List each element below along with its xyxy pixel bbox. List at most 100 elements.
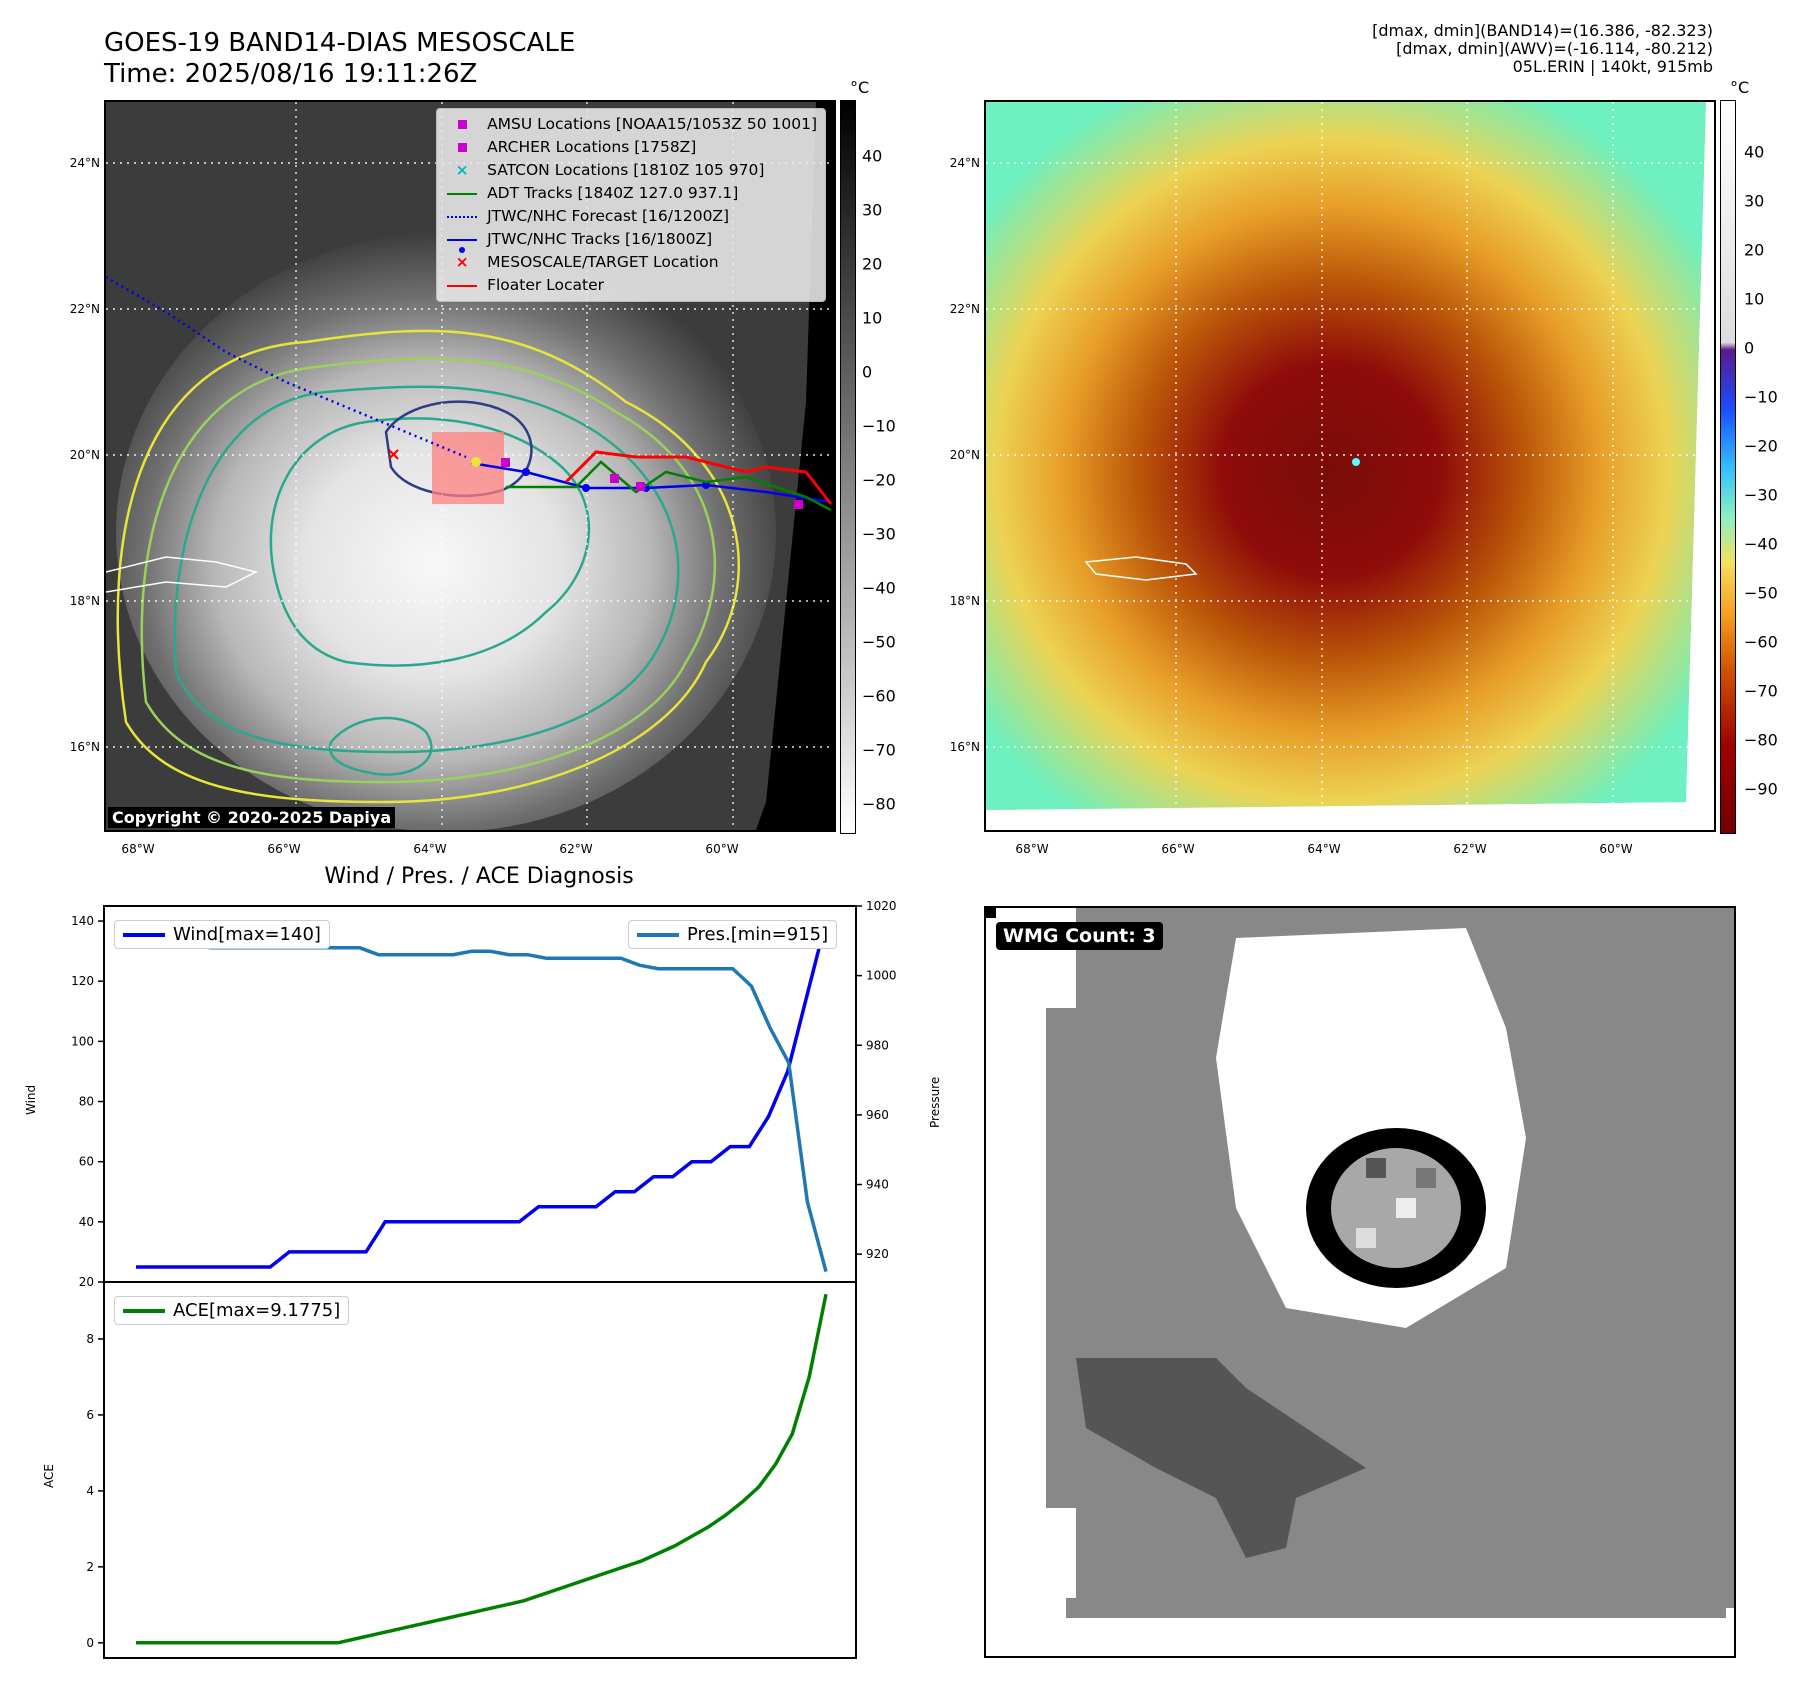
wind-axis-label: Wind xyxy=(24,1084,38,1115)
ace-tick-label: 0 xyxy=(86,1636,94,1650)
color-colorbar xyxy=(1720,100,1736,834)
color-colorbar-tick: −40 xyxy=(1744,534,1778,554)
ace-tick-label: 8 xyxy=(86,1332,94,1346)
wmg-count-label: WMG Count: 3 xyxy=(996,922,1163,950)
title-line-1: GOES-19 BAND14-DIAS MESOSCALE xyxy=(104,28,576,58)
pressure-tick-label: 1020 xyxy=(866,899,897,913)
gray-colorbar-tick: −80 xyxy=(862,794,896,814)
wind-legend: Wind[max=140] xyxy=(114,920,330,949)
ace-tick-label: 4 xyxy=(86,1484,94,1498)
floater-box xyxy=(432,432,504,504)
copyright-text: Copyright © 2020-2025 Dapiya xyxy=(108,807,396,828)
ace-series-line xyxy=(136,1293,828,1645)
lat-tick-label: 24°N xyxy=(69,156,100,170)
pressure-tick-label: 920 xyxy=(866,1247,889,1261)
color-colorbar-tick: 0 xyxy=(1744,338,1755,358)
pressure-tick-label: 940 xyxy=(866,1178,889,1192)
pressure-series-line xyxy=(136,921,828,1273)
lat-tick-label: 18°N xyxy=(949,594,980,608)
lon-tick-label: 62°W xyxy=(1453,842,1487,856)
ir-color-map xyxy=(984,100,1716,832)
color-colorbar-tick: −90 xyxy=(1744,779,1778,799)
svg-text:×: × xyxy=(386,444,401,465)
track-legend: AMSU Locations [NOAA15/1053Z 50 1001] AR… xyxy=(436,108,826,302)
diag-line-2: [dmax, dmin](AWV)=(-16.114, -80.212) xyxy=(1396,39,1713,58)
lon-tick-label: 66°W xyxy=(1161,842,1195,856)
legend-satcon: × SATCON Locations [1810Z 105 970] xyxy=(455,161,765,179)
ace-frame xyxy=(103,1281,857,1659)
color-colorbar-tick: −60 xyxy=(1744,632,1778,652)
legend-floater: Floater Locater xyxy=(445,274,817,297)
wind-series-line xyxy=(136,920,828,1269)
lat-tick-label: 16°N xyxy=(949,740,980,754)
pressure-legend: Pres.[min=915] xyxy=(628,920,838,949)
lon-tick-label: 66°W xyxy=(267,842,301,856)
lon-ticks-left: 68°W 66°W 64°W 62°W 60°W xyxy=(104,842,836,862)
lat-ticks-left: 24°N 22°N 20°N 18°N 16°N xyxy=(50,100,100,832)
legend-target: × MESOSCALE/TARGET Location xyxy=(455,253,719,271)
lat-tick-label: 22°N xyxy=(69,302,100,316)
legend-adt: ADT Tracks [1840Z 127.0 937.1] xyxy=(445,182,817,205)
pressure-axis-label: Pressure xyxy=(928,1076,942,1128)
color-colorbar-ticks: 40 30 20 10 0 −10 −20 −30 −40 −50 −60 −70 −80 −90 xyxy=(1744,100,1784,832)
color-colorbar-tick: 20 xyxy=(1744,240,1765,260)
wmg-imagery xyxy=(986,908,1734,1656)
lon-tick-label: 68°W xyxy=(121,842,155,856)
lon-tick-label: 68°W xyxy=(1015,842,1049,856)
gray-colorbar-tick: 30 xyxy=(862,200,883,220)
ace-tick-label: 2 xyxy=(86,1560,94,1574)
lon-tick-label: 60°W xyxy=(1599,842,1633,856)
ir-gray-map: × AMSU Locations [NOAA15/1053Z 50 1001] … xyxy=(104,100,836,832)
color-colorbar-tick: −20 xyxy=(1744,436,1778,456)
gray-colorbar-tick: −40 xyxy=(862,578,896,598)
wind-tick-label: 140 xyxy=(71,914,94,928)
diag-line-3: 05L.ERIN | 140kt, 915mb xyxy=(1512,57,1713,76)
title-line-2: Time: 2025/08/16 19:11:26Z xyxy=(104,59,478,89)
image-title: GOES-19 BAND14-DIAS MESOSCALE Time: 2025… xyxy=(104,28,575,90)
wind-tick-label: 80 xyxy=(79,1095,94,1109)
ace-legend: ACE[max=9.1775] xyxy=(114,1296,350,1325)
gray-colorbar-tick: −50 xyxy=(862,632,896,652)
wmg-panel: WMG Count: 3 xyxy=(984,906,1736,1658)
gray-colorbar-tick: 0 xyxy=(862,362,873,382)
ace-tick-label: 6 xyxy=(86,1408,94,1422)
wind-tick-label: 40 xyxy=(79,1215,94,1229)
lon-ticks-right: 68°W 66°W 64°W 62°W 60°W xyxy=(984,842,1716,862)
gray-colorbar-tick: −30 xyxy=(862,524,896,544)
color-colorbar-tick: −80 xyxy=(1744,730,1778,750)
color-colorbar-tick: −70 xyxy=(1744,681,1778,701)
lat-tick-label: 22°N xyxy=(949,302,980,316)
gray-colorbar-tick: 20 xyxy=(862,254,883,274)
gray-colorbar-tick: −20 xyxy=(862,470,896,490)
pressure-tick-label: 1000 xyxy=(866,969,897,983)
gray-colorbar-tick: 10 xyxy=(862,308,883,328)
ace-axis-label: ACE xyxy=(42,1464,56,1488)
wind-axis-ticks: 140 120 100 80 60 40 20 xyxy=(71,914,104,1289)
lon-tick-label: 64°W xyxy=(1307,842,1341,856)
gray-colorbar-ticks: 40 30 20 10 0 −10 −20 −30 −40 −50 −60 −70 −80 xyxy=(862,100,902,832)
pressure-axis-ticks: 1020 1000 980 960 940 920 xyxy=(856,899,897,1261)
gray-colorbar-tick: 40 xyxy=(862,146,883,166)
ace-axis-ticks: 8 6 4 2 0 xyxy=(86,1332,104,1650)
legend-forecast: JTWC/NHC Forecast [16/1200Z] xyxy=(445,205,817,228)
legend-archer: ARCHER Locations [1758Z] xyxy=(445,136,817,159)
lat-tick-label: 24°N xyxy=(949,156,980,170)
color-colorbar-tick: −30 xyxy=(1744,485,1778,505)
wind-tick-label: 100 xyxy=(71,1034,94,1048)
legend-tracks: JTWC/NHC Tracks [16/1800Z] xyxy=(445,228,817,253)
wind-pres-frame xyxy=(103,905,857,1283)
gray-colorbar-unit: °C xyxy=(850,78,870,97)
lat-tick-label: 16°N xyxy=(69,740,100,754)
color-colorbar-tick: −50 xyxy=(1744,583,1778,603)
wind-tick-label: 20 xyxy=(79,1275,94,1289)
color-colorbar-tick: 40 xyxy=(1744,142,1765,162)
wind-tick-label: 60 xyxy=(79,1155,94,1169)
gray-colorbar-tick: −70 xyxy=(862,740,896,760)
diagnostics-text: [dmax, dmin](BAND14)=(16.386, -82.323) [… xyxy=(1372,22,1713,76)
legend-amsu: AMSU Locations [NOAA15/1053Z 50 1001] xyxy=(445,113,817,136)
lon-tick-label: 60°W xyxy=(705,842,739,856)
lon-tick-label: 62°W xyxy=(559,842,593,856)
gray-colorbar-tick: −60 xyxy=(862,686,896,706)
pressure-tick-label: 960 xyxy=(866,1108,889,1122)
